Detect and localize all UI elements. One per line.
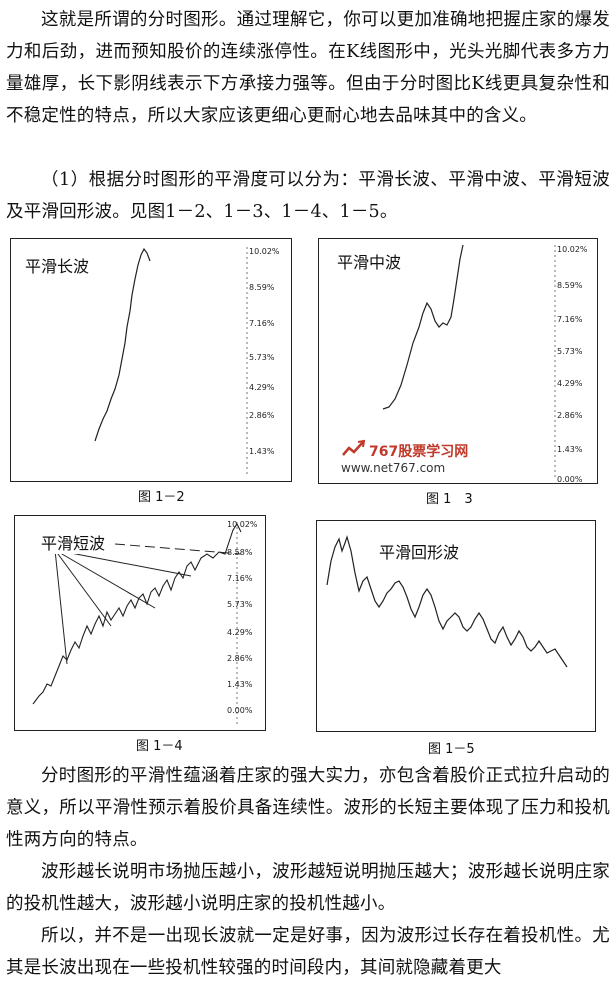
- chart-short-wave: [32, 522, 242, 724]
- price-line: [94, 247, 151, 442]
- price-line: [326, 534, 568, 668]
- figure-smooth-medium-wave: 平滑中波 10.02% 8.59% 7.16% 5.73% 4.29% 2.86…: [318, 238, 598, 484]
- tick-label: 4.29%: [227, 628, 253, 637]
- price-line: [382, 244, 464, 410]
- tick-label: 2.86%: [249, 411, 275, 420]
- figure-smooth-long-wave: 平滑长波 10.02% 8.59% 7.16% 5.73% 4.29% 2.86…: [10, 238, 292, 482]
- chart-return-wave: [326, 534, 568, 668]
- paragraph-smoothness: 分时图形的平滑性蕴涵着庄家的强大实力，亦包含着股价正式拉升启动的意义，所以平滑性…: [6, 766, 610, 850]
- figure-caption: 图 1－4: [136, 739, 183, 754]
- figure-caption: 图 1 3: [426, 492, 473, 507]
- chart-long-wave: [94, 247, 248, 475]
- figure-smooth-short-wave: 平滑短波 10.02% 8.58% 7.16% 5.73% 4.29% 2.86…: [14, 515, 266, 731]
- figure-caption: 图 1－5: [428, 742, 475, 757]
- tick-label: 10.02%: [227, 520, 258, 529]
- tick-label: 1.43%: [227, 680, 253, 689]
- tick-label: 4.29%: [557, 379, 583, 388]
- tick-label: 5.73%: [557, 347, 583, 356]
- tick-label: 4.29%: [249, 383, 275, 392]
- figure-caption: 图 1－2: [138, 490, 185, 505]
- tick-label: 0.00%: [557, 475, 583, 484]
- price-line: [32, 522, 242, 705]
- tick-label: 5.73%: [249, 353, 275, 362]
- tick-label: 8.58%: [227, 548, 253, 557]
- figure-smooth-return-wave: 平滑回形波: [316, 520, 596, 732]
- paragraph-classification: （1）根据分时图形的平滑度可以分为：平滑长波、平滑中波、平滑短波及平滑回形波。见…: [6, 170, 610, 222]
- tick-label: 0.00%: [227, 706, 253, 715]
- watermark-logo-icon: [342, 439, 366, 456]
- tick-label: 7.16%: [249, 319, 275, 328]
- figure-title: 平滑回形波: [379, 543, 460, 562]
- watermark-brand: 767股票学习网: [369, 444, 469, 460]
- tick-label: 1.43%: [557, 445, 583, 454]
- tick-label: 7.16%: [227, 574, 253, 583]
- chart-medium-wave: [382, 244, 556, 477]
- figure-title: 平滑长波: [25, 257, 90, 276]
- tick-label: 7.16%: [557, 315, 583, 324]
- figure-title: 平滑中波: [337, 253, 402, 272]
- tick-label: 10.02%: [249, 247, 280, 256]
- tick-label: 10.02%: [557, 245, 588, 254]
- watermark-url: www.net767.com: [341, 461, 446, 475]
- tick-label: 1.43%: [249, 447, 275, 456]
- tick-label: 8.59%: [557, 281, 583, 290]
- figure-title: 平滑短波: [41, 530, 106, 554]
- tick-label: 8.59%: [249, 283, 275, 292]
- tick-label: 2.86%: [557, 411, 583, 420]
- paragraph-speculation: 所以，并不是一出现长波就一定是好事，因为波形过长存在着投机性。尤其是长波出现在一…: [6, 926, 610, 978]
- tick-label: 5.73%: [227, 600, 253, 609]
- annotation-lines: [54, 543, 242, 665]
- paragraph-wave-length: 波形越长说明市场抛压越小，波形越短说明抛压越大；波形越长说明庄家的投机性越大，波…: [6, 862, 610, 914]
- paragraph-intro: 这就是所谓的分时图形。通过理解它，你可以更加准确地把握庄家的爆发力和后劲，进而预…: [6, 10, 610, 126]
- tick-label: 2.86%: [227, 654, 253, 663]
